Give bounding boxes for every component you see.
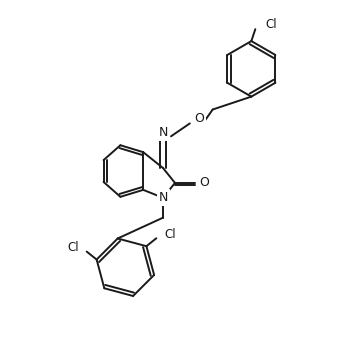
Text: Cl: Cl [265,18,277,31]
Text: N: N [158,191,168,204]
Text: Cl: Cl [67,241,79,254]
Text: O: O [194,112,204,125]
Text: O: O [199,176,209,189]
Text: N: N [158,126,168,139]
Text: Cl: Cl [164,228,176,241]
